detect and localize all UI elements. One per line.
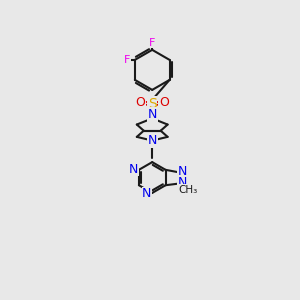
- Text: N: N: [142, 187, 152, 200]
- Text: F: F: [124, 55, 130, 65]
- Text: CH₃: CH₃: [178, 185, 197, 195]
- Text: N: N: [178, 176, 187, 189]
- Text: N: N: [148, 134, 157, 147]
- Text: S: S: [148, 97, 157, 111]
- Text: N: N: [129, 163, 138, 176]
- Text: F: F: [149, 38, 155, 48]
- Text: N: N: [178, 165, 187, 178]
- Text: O: O: [159, 97, 169, 110]
- Text: O: O: [136, 97, 146, 110]
- Text: N: N: [148, 108, 157, 121]
